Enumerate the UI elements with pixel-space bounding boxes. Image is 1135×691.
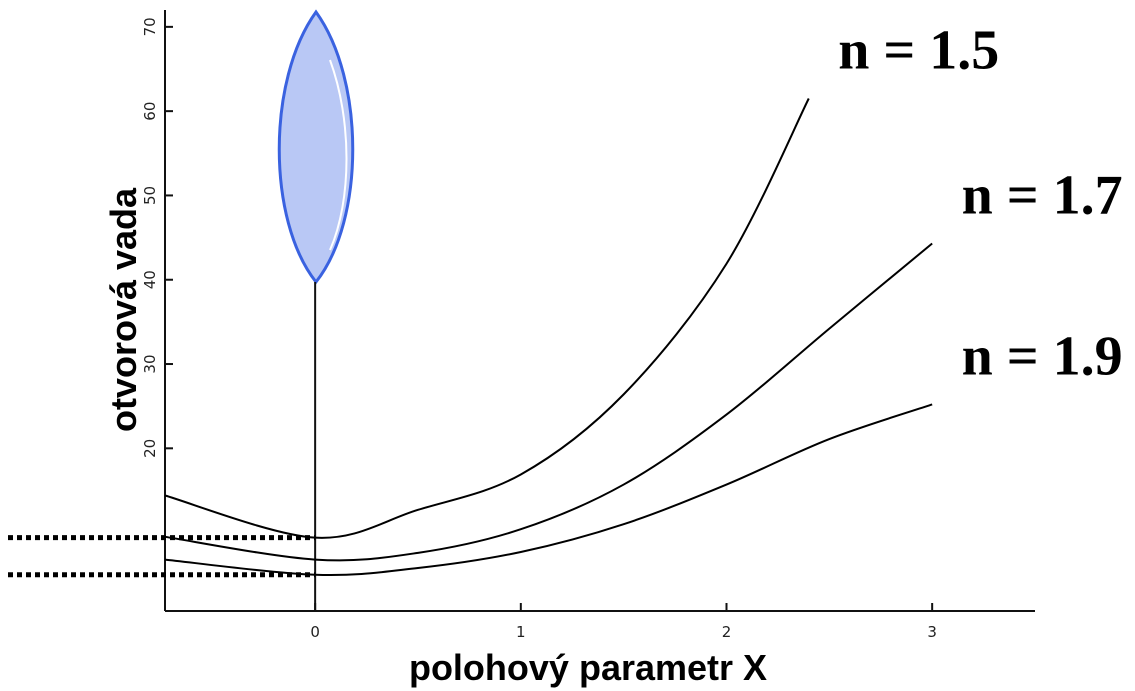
- curve: [164, 403, 933, 576]
- y-tick-label: 60: [141, 102, 159, 121]
- y-tick-label: 30: [141, 354, 159, 373]
- y-tick-label: 20: [141, 439, 159, 458]
- x-axis-title: polohový parametr X: [409, 647, 767, 688]
- x-tick-label: 0: [310, 623, 320, 641]
- y-tick-label: 40: [141, 270, 159, 289]
- lens-highlight: [329, 59, 348, 251]
- x-tick-label: 2: [722, 623, 732, 641]
- curve-label: n = 1.9: [962, 325, 1123, 387]
- lens: [277, 9, 355, 285]
- y-tick-label: 70: [141, 17, 159, 36]
- x-tick-label: 3: [927, 623, 937, 641]
- curve: [164, 98, 810, 539]
- curve-label: n = 1.5: [838, 20, 999, 82]
- y-axis-title: otvorová vada: [103, 187, 144, 432]
- curve: [164, 242, 933, 562]
- y-tick-label: 50: [141, 186, 159, 205]
- x-tick-label: 1: [516, 623, 526, 641]
- curve-label: n = 1.7: [962, 164, 1123, 226]
